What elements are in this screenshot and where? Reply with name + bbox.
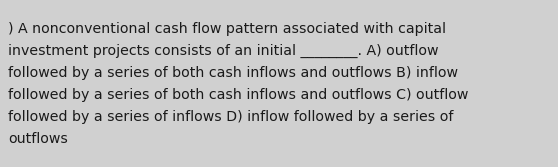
Text: investment projects consists of an initial ________. A) outflow: investment projects consists of an initi… <box>8 44 439 58</box>
Text: ) A nonconventional cash flow pattern associated with capital: ) A nonconventional cash flow pattern as… <box>8 22 446 36</box>
Text: followed by a series of both cash inflows and outflows B) inflow: followed by a series of both cash inflow… <box>8 66 458 80</box>
Text: followed by a series of inflows D) inflow followed by a series of: followed by a series of inflows D) inflo… <box>8 110 454 124</box>
Text: followed by a series of both cash inflows and outflows C) outflow: followed by a series of both cash inflow… <box>8 88 469 102</box>
Text: outflows: outflows <box>8 132 68 146</box>
